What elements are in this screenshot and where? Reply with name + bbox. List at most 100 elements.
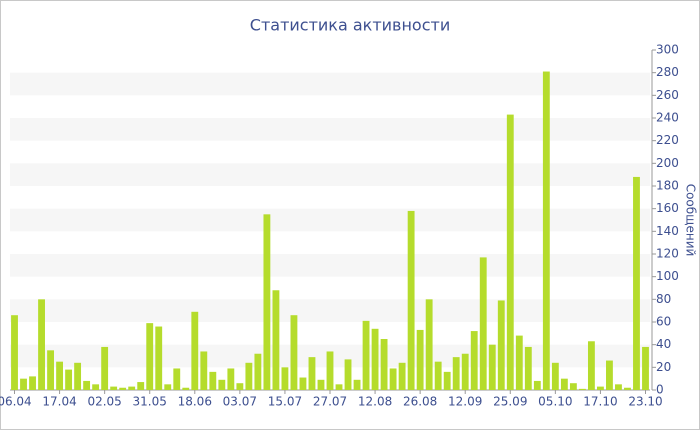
bar <box>497 300 505 390</box>
bar <box>227 368 235 390</box>
bar <box>542 71 550 391</box>
x-tick-label: 26.08 <box>403 395 437 409</box>
bar <box>335 384 343 390</box>
x-tick-label: 03.07 <box>223 395 257 409</box>
bar <box>245 362 253 390</box>
y-tick-label: 200 <box>656 156 679 170</box>
bar <box>272 290 280 390</box>
bar <box>615 384 622 390</box>
bar <box>515 335 523 390</box>
bar <box>488 344 496 390</box>
x-tick-label: 27.07 <box>313 395 347 409</box>
bar <box>353 379 361 390</box>
bar <box>470 331 478 390</box>
bar <box>416 329 424 390</box>
x-tick-label: 12.09 <box>448 395 482 409</box>
bar <box>371 328 379 390</box>
grid-band <box>10 254 650 277</box>
bar <box>101 346 109 390</box>
bar <box>29 376 36 390</box>
bar <box>452 357 460 390</box>
bar <box>551 362 559 390</box>
grid-band <box>10 118 650 141</box>
y-tick-label: 40 <box>656 337 671 351</box>
bar <box>191 311 199 390</box>
bar <box>524 346 532 390</box>
x-tick-label: 17.10 <box>583 395 617 409</box>
bar <box>263 214 271 390</box>
bar <box>587 341 595 390</box>
grid-band <box>10 163 650 186</box>
bar <box>479 257 487 390</box>
bar <box>533 380 541 390</box>
bar <box>74 362 82 390</box>
x-tick-label: 06.04 <box>0 395 32 409</box>
bar <box>398 362 406 390</box>
grid-band <box>10 299 650 322</box>
x-tick-label: 17.04 <box>42 395 76 409</box>
bar <box>596 386 604 390</box>
y-tick-label: 20 <box>656 360 671 374</box>
bar <box>83 380 91 390</box>
y-tick-label: 180 <box>656 179 679 193</box>
bar <box>209 371 217 390</box>
bar <box>308 357 316 390</box>
grid-band <box>10 208 650 232</box>
bar <box>65 369 73 390</box>
bar <box>624 387 631 390</box>
bar <box>299 377 307 390</box>
bar <box>560 378 568 390</box>
bar <box>425 299 433 390</box>
x-tick-label: 18.06 <box>178 395 212 409</box>
bar <box>326 351 334 390</box>
y-tick-label: 260 <box>656 88 679 102</box>
x-tick-label: 23.10 <box>628 395 662 409</box>
bar <box>578 388 586 390</box>
bar <box>407 210 415 390</box>
y-axis-label: Сообщений <box>684 184 698 257</box>
x-tick-label: 02.05 <box>87 395 121 409</box>
bar <box>47 350 54 390</box>
bar <box>110 386 118 390</box>
bar <box>254 353 262 390</box>
y-tick-label: 160 <box>656 201 679 215</box>
bar <box>173 368 181 390</box>
bar <box>506 114 514 390</box>
x-tick-label: 12.08 <box>358 395 392 409</box>
bar <box>164 384 172 390</box>
bar <box>155 326 163 390</box>
bar <box>633 176 640 390</box>
y-tick-label: 240 <box>656 111 679 125</box>
bar <box>461 353 469 390</box>
bar <box>56 361 64 390</box>
bar <box>290 315 298 390</box>
y-tick-label: 100 <box>656 269 679 283</box>
bar <box>434 361 442 390</box>
bar <box>137 382 145 390</box>
bar <box>569 383 577 390</box>
x-tick-label: 31.05 <box>133 395 167 409</box>
bar <box>11 315 18 390</box>
y-tick-label: 120 <box>656 247 679 261</box>
bar <box>128 386 136 390</box>
y-tick-label: 220 <box>656 133 679 147</box>
y-tick-label: 60 <box>656 315 671 329</box>
grid-band <box>10 72 650 96</box>
bar <box>642 346 649 390</box>
bar <box>281 367 289 390</box>
chart-title: Статистика активности <box>250 16 450 35</box>
y-tick-label: 280 <box>656 65 679 79</box>
bar <box>200 351 208 390</box>
bar <box>38 299 45 390</box>
bar <box>606 360 613 390</box>
bar <box>389 368 397 390</box>
bar <box>344 359 352 390</box>
y-tick-label: 0 <box>656 383 664 397</box>
bar <box>317 379 325 390</box>
bar <box>236 383 244 390</box>
bar <box>146 323 154 390</box>
bar <box>20 378 27 390</box>
x-tick-label: 05.10 <box>538 395 572 409</box>
